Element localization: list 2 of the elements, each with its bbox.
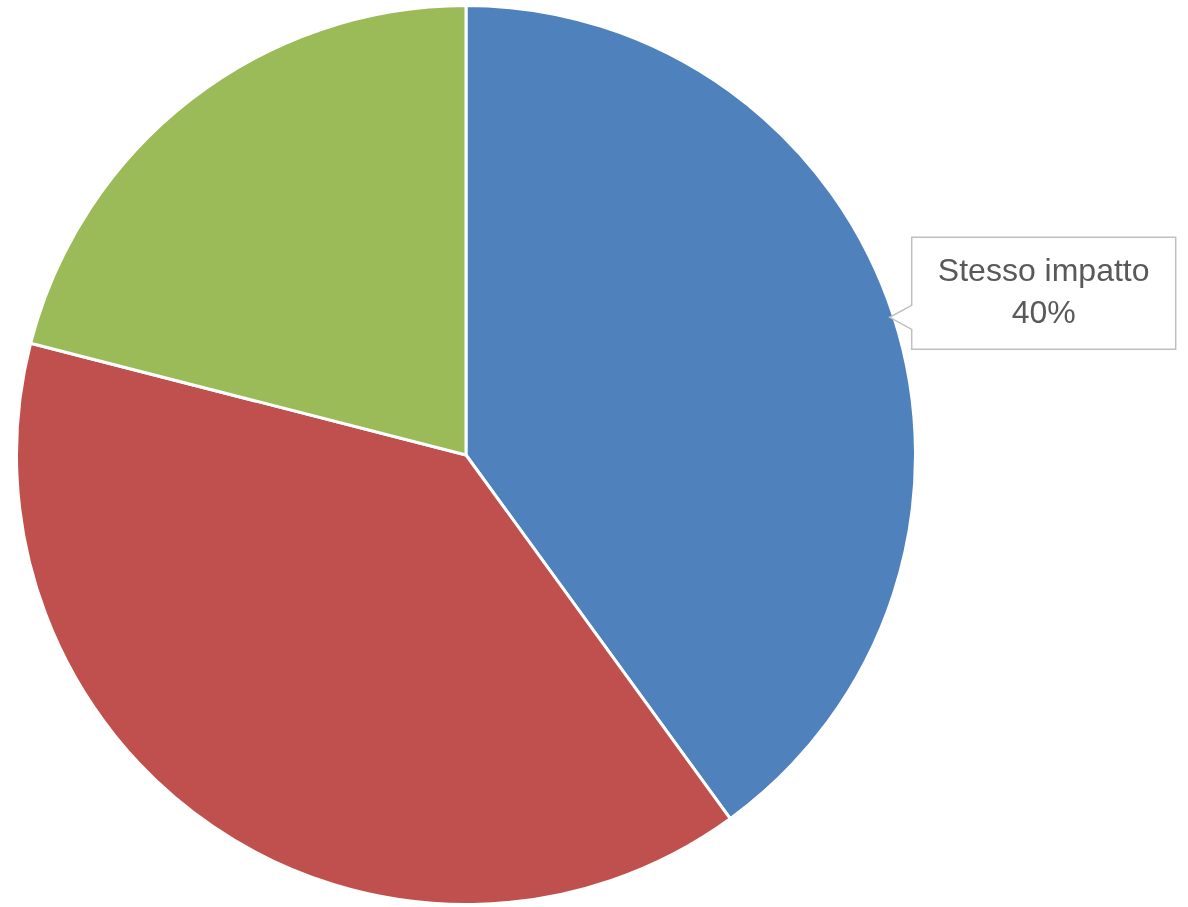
slice-label: Stesso impatto (937, 252, 1150, 289)
data-label: 40% (1011, 294, 1076, 331)
